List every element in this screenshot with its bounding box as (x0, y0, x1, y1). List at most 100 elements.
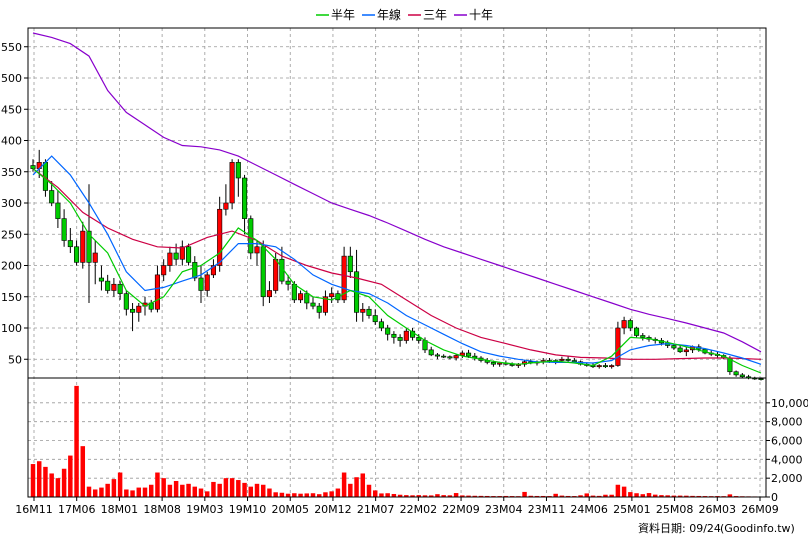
x-tick-label: 24M06 (570, 503, 608, 516)
candle-body (602, 365, 608, 368)
candle (434, 353, 440, 360)
moving-averages (32, 32, 762, 374)
x-tick-label: 22M02 (400, 503, 438, 516)
candle (746, 374, 752, 380)
candle-body (217, 208, 223, 266)
candle-body (304, 293, 310, 304)
price-tick-label: 450 (1, 103, 22, 116)
volume-bar (354, 477, 359, 497)
candle (61, 209, 67, 247)
volume-bar (341, 472, 347, 497)
x-tick-label: 26M09 (741, 503, 779, 516)
candle-body (117, 283, 123, 294)
volume-bars (30, 385, 764, 497)
ma-year-line (32, 155, 762, 365)
x-tick-label: 22M09 (442, 503, 480, 516)
volume-bar (466, 495, 471, 497)
volume-bar (584, 493, 590, 497)
candle-body (341, 255, 347, 301)
volume-bar (248, 486, 254, 497)
legend-label-0: 半年 (331, 8, 355, 22)
candle (304, 290, 310, 310)
volume-bar (684, 495, 689, 497)
volume-bar (36, 461, 42, 497)
volume-bar (540, 495, 546, 497)
volume-bar (267, 488, 272, 497)
volume-bar (155, 472, 160, 497)
candle-body (136, 305, 142, 313)
volume-bar (528, 495, 534, 497)
candle (621, 316, 627, 335)
candle-body (366, 308, 372, 316)
volume-bar (316, 494, 322, 497)
candle-body (441, 355, 447, 358)
volume-bar (161, 478, 166, 497)
volume-bar (484, 495, 490, 497)
candle-body (130, 308, 136, 313)
volume-bar (148, 484, 154, 497)
volume-bar (229, 478, 235, 497)
legend-label-3: 十年 (469, 8, 493, 22)
plot-frame (27, 27, 767, 498)
candle-body (434, 354, 440, 357)
volume-tick-label: 4,000 (771, 453, 803, 466)
candle-body (466, 352, 472, 357)
candle-body (490, 362, 496, 365)
volume-bar (124, 489, 129, 497)
candle-body (640, 335, 646, 338)
candle-body (372, 315, 378, 323)
candle-body (428, 349, 434, 356)
candle-body (198, 277, 204, 291)
volume-bar (80, 446, 86, 497)
candle (266, 281, 272, 303)
candle (260, 240, 266, 307)
volume-bar (223, 478, 229, 497)
candle-body (154, 274, 160, 310)
volume-bar (522, 491, 527, 497)
candle-body (167, 252, 173, 266)
x-tick-label: 25M08 (656, 503, 694, 516)
legend-label-1: 年線 (377, 7, 401, 22)
candle-body (360, 308, 366, 313)
volume-bar (298, 493, 303, 497)
candle-body (385, 327, 391, 335)
price-tick-label: 100 (1, 322, 22, 335)
price-tick-label: 200 (1, 260, 22, 273)
volume-bar (167, 484, 173, 497)
volume-bar (55, 478, 61, 497)
volume-bar (348, 483, 353, 497)
candle-body (739, 374, 745, 378)
volume-bar (453, 493, 459, 497)
candle (161, 259, 167, 282)
x-tick-label: 16M11 (15, 503, 53, 516)
candle (634, 326, 640, 338)
volume-bar (61, 468, 67, 497)
volume-tick-label: 10,000 (771, 397, 808, 410)
candle (105, 274, 111, 294)
volume-bar (397, 494, 403, 497)
legend-label-2: 三年 (423, 8, 447, 22)
volume-bar (416, 495, 422, 497)
candle-body (192, 262, 198, 279)
volume-tick-label: 2,000 (771, 472, 803, 485)
candle-body (74, 246, 80, 263)
candle-body (92, 252, 98, 263)
volume-bar (659, 495, 664, 497)
volume-bar (640, 494, 646, 497)
candle-body (378, 321, 384, 329)
volume-bar (217, 483, 222, 497)
candle-body (30, 165, 36, 169)
volume-bar (559, 495, 565, 497)
candle-body (571, 360, 577, 363)
volume-bar (410, 495, 415, 497)
volume-bar (534, 495, 540, 497)
volume-bar (435, 494, 440, 497)
x-tick-label: 25M01 (613, 503, 651, 516)
candle-body (497, 362, 503, 365)
volume-bar (603, 494, 608, 497)
candle (627, 318, 633, 332)
volume-bar (385, 493, 390, 497)
volume-bar (428, 495, 434, 497)
candle (198, 265, 204, 303)
volume-bar (503, 495, 509, 497)
